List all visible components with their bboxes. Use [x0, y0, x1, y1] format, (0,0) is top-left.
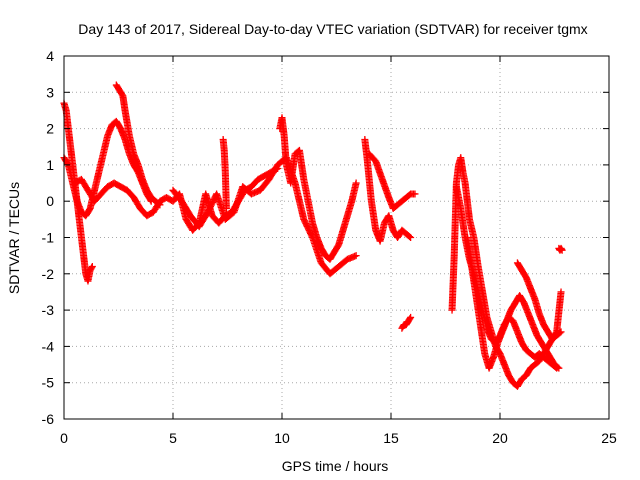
series-track-d — [112, 81, 164, 209]
grid — [64, 56, 609, 419]
data-point — [406, 315, 414, 323]
data-point — [156, 201, 164, 209]
x-tick-label: 20 — [492, 430, 508, 446]
data-point — [557, 288, 565, 296]
series-track-i — [365, 150, 419, 212]
data-points — [60, 81, 566, 390]
data-point — [557, 328, 565, 336]
series-track-c — [71, 165, 282, 234]
y-tick-label: 3 — [46, 84, 54, 100]
data-point — [554, 363, 562, 371]
y-tick-label: 4 — [46, 48, 54, 64]
data-point — [556, 329, 564, 337]
axis-ticks — [63, 55, 610, 420]
series-track-g — [219, 135, 230, 212]
y-tick-label: -2 — [42, 266, 55, 282]
chart-title: Day 143 of 2017, Sidereal Day-to-day VTE… — [78, 21, 587, 37]
data-point — [407, 234, 415, 241]
series-track-o — [555, 244, 566, 254]
x-tick-label: 25 — [601, 430, 617, 446]
y-tick-label: -4 — [42, 338, 55, 354]
series-track-e — [169, 154, 360, 278]
data-point — [352, 252, 360, 260]
y-tick-labels: -6 -5 -4 -3 -2 -1 0 1 2 3 4 — [42, 48, 55, 427]
y-axis-title: SDTVAR / TECUs — [6, 182, 22, 294]
data-point — [406, 233, 414, 241]
x-tick-label: 5 — [169, 430, 177, 446]
series-track-f — [276, 114, 360, 263]
y-tick-label: -5 — [42, 375, 55, 391]
y-tick-label: -1 — [42, 230, 55, 246]
x-tick-label: 10 — [274, 430, 290, 446]
data-point — [407, 313, 415, 321]
y-tick-label: -6 — [42, 411, 55, 427]
x-tick-labels: 0 5 10 15 20 25 — [60, 430, 617, 446]
y-tick-label: 2 — [46, 121, 54, 137]
y-tick-label: -3 — [42, 302, 55, 318]
data-point — [155, 200, 163, 208]
series-track-j — [398, 313, 415, 332]
x-tick-label: 0 — [60, 430, 68, 446]
x-axis-title: GPS time / hours — [282, 458, 389, 474]
data-point — [558, 246, 566, 254]
data-point — [88, 264, 96, 272]
data-point — [88, 263, 96, 271]
series-track-n — [513, 259, 565, 343]
y-tick-label: 0 — [46, 193, 54, 209]
series-track-m — [463, 234, 563, 372]
data-point — [411, 190, 419, 198]
data-point — [352, 179, 360, 187]
data-point — [555, 364, 563, 372]
data-point — [222, 204, 230, 212]
y-tick-label: 1 — [46, 157, 54, 173]
x-tick-label: 15 — [383, 430, 399, 446]
